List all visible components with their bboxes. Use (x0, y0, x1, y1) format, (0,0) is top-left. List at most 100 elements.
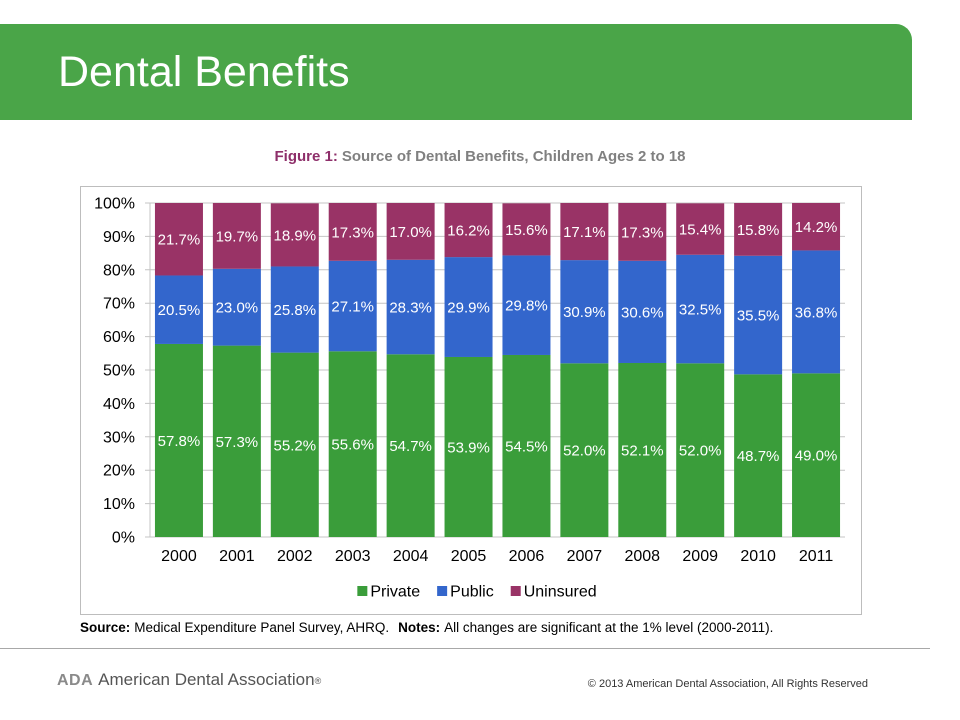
bar-public-2004 (386, 259, 435, 355)
x-tick-label: 2002 (277, 548, 313, 565)
bar-uninsured-2004 (386, 203, 435, 260)
data-label-private-2004: 54.7% (389, 438, 432, 455)
y-tick-label: 40% (103, 396, 135, 413)
y-tick-label: 80% (103, 262, 135, 279)
bar-uninsured-2002 (270, 203, 319, 267)
data-label-public-2001: 23.0% (216, 300, 259, 317)
bar-public-2010 (734, 255, 783, 375)
y-tick-label: 70% (103, 296, 135, 313)
y-axis: 0% 10% 20% 30% 40% 50% 60% 70% 80% 90% 100% (94, 196, 151, 547)
x-tick-label: 2007 (567, 548, 603, 565)
data-label-uninsured-2000: 21.7% (158, 232, 201, 249)
legend-swatch (510, 586, 521, 596)
data-label-public-2003: 27.1% (331, 299, 374, 316)
y-tick-label: 0% (112, 530, 135, 547)
data-label-private-2006: 54.5% (505, 438, 548, 455)
data-label-public-2000: 20.5% (158, 302, 201, 319)
bar-private-2011 (792, 373, 841, 537)
logo-name: American Dental Association (98, 670, 315, 689)
data-label-public-2010: 35.5% (737, 308, 780, 325)
notes-text: All changes are significant at the 1% le… (444, 620, 774, 635)
data-label-private-2000: 57.8% (158, 433, 201, 450)
copyright-notice: © 2013 American Dental Association, All … (587, 678, 868, 690)
bar-public-2000 (154, 275, 203, 344)
data-label-uninsured-2002: 18.9% (274, 227, 317, 244)
y-tick-label: 20% (103, 463, 135, 480)
figure-caption: Figure 1: Source of Dental Benefits, Chil… (0, 147, 960, 167)
legend: Private Public Uninsured (357, 584, 597, 601)
data-label-uninsured-2008: 17.3% (621, 224, 664, 241)
bar-uninsured-2007 (560, 203, 609, 261)
data-label-public-2006: 29.8% (505, 298, 548, 315)
figure-label: Figure 1: (274, 148, 338, 165)
bar-private-2000 (154, 343, 203, 537)
bar-public-2009 (676, 254, 725, 364)
bar-public-2007 (560, 260, 609, 364)
data-label-private-2009: 52.0% (679, 443, 722, 460)
data-label-public-2002: 25.8% (274, 302, 317, 319)
bar-uninsured-2008 (618, 203, 667, 261)
registered-mark: ® (314, 676, 322, 686)
data-label-public-2007: 30.9% (563, 304, 606, 321)
chart-footnote: Source: Medical Expenditure Panel Survey,… (80, 619, 773, 637)
bar-uninsured-2006 (502, 203, 551, 256)
data-label-public-2009: 32.5% (679, 302, 722, 319)
chart-frame: 0% 10% 20% 30% 40% 50% 60% 70% 80% 90% 100% 57.8% 20… (80, 186, 862, 615)
bar-uninsured-2010 (734, 203, 783, 256)
bar-private-2009 (676, 363, 725, 537)
data-label-private-2003: 55.6% (331, 437, 374, 454)
y-tick-label: 30% (103, 429, 135, 446)
data-labels: 57.8% 20.5% 21.7% 57.3% 23.0% 19.7% 55.2% 25.8%… (158, 219, 838, 465)
bar-uninsured-2000 (154, 203, 203, 276)
gridlines (145, 202, 845, 538)
legend-item-uninsured: Uninsured (510, 584, 597, 601)
data-label-private-2002: 55.2% (274, 437, 317, 454)
legend-label: Private (370, 584, 420, 601)
y-tick-label: 10% (103, 496, 135, 513)
data-label-private-2011: 49.0% (795, 448, 838, 465)
title-bar: Dental Benefits (0, 24, 912, 120)
data-label-public-2011: 36.8% (795, 304, 838, 321)
legend-label: Uninsured (524, 584, 597, 601)
bar-private-2002 (270, 352, 319, 537)
data-label-public-2008: 30.6% (621, 304, 664, 321)
data-label-private-2008: 52.1% (621, 442, 664, 459)
bar-private-2006 (502, 354, 551, 537)
x-tick-label: 2000 (161, 548, 197, 565)
source-text: Medical Expenditure Panel Survey, AHRQ. (134, 620, 390, 635)
x-axis: 2000 2001 2002 2003 2004 2005 2006 2007 2008 2009… (161, 548, 833, 565)
legend-item-public: Public (437, 584, 494, 601)
bar-uninsured-2011 (792, 203, 841, 251)
x-tick-label: 2006 (509, 548, 545, 565)
data-label-uninsured-2011: 14.2% (795, 219, 838, 236)
bar-private-2001 (212, 345, 261, 537)
bar-public-2002 (270, 266, 319, 353)
bar-public-2001 (212, 268, 261, 346)
x-tick-label: 2001 (219, 548, 255, 565)
bar-public-2011 (792, 250, 841, 374)
data-label-private-2001: 57.3% (216, 434, 259, 451)
bar-public-2008 (618, 260, 667, 363)
data-label-uninsured-2003: 17.3% (331, 224, 374, 241)
data-label-public-2004: 28.3% (389, 300, 432, 317)
legend-item-private: Private (357, 584, 420, 601)
y-tick-label: 100% (94, 196, 135, 213)
bar-private-2003 (328, 351, 377, 537)
x-tick-label: 2005 (451, 548, 487, 565)
data-label-private-2007: 52.0% (563, 443, 606, 460)
data-label-uninsured-2010: 15.8% (737, 222, 780, 239)
y-tick-label: 50% (103, 363, 135, 380)
x-tick-label: 2003 (335, 548, 371, 565)
bar-private-2007 (560, 363, 609, 537)
bar-uninsured-2005 (444, 203, 493, 258)
y-tick-label: 60% (103, 329, 135, 346)
logo-abbreviation: ADA (57, 672, 94, 689)
slide-title: Dental Benefits (58, 48, 350, 96)
data-label-uninsured-2009: 15.4% (679, 222, 722, 239)
bar-segments (154, 203, 841, 537)
x-tick-label: 2004 (393, 548, 429, 565)
data-label-private-2010: 48.7% (737, 448, 780, 465)
x-tick-label: 2011 (799, 548, 834, 565)
legend-swatch (357, 586, 368, 596)
stacked-bar-chart: 0% 10% 20% 30% 40% 50% 60% 70% 80% 90% 100% 57.8% 20… (94, 196, 845, 601)
